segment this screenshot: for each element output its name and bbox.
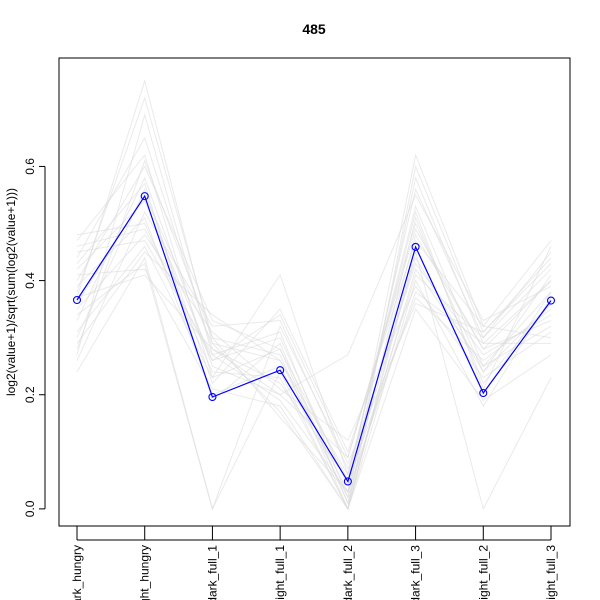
background-series-line [76, 187, 552, 454]
background-series-line [76, 159, 552, 493]
highlight-data-point [411, 242, 420, 251]
y-tick-label: 0.4 [23, 272, 37, 289]
background-series-line [76, 96, 552, 511]
background-series-line [76, 222, 552, 459]
y-axis-label: log2(value+1)/sqrt(sum(log2(value+1))) [4, 188, 18, 396]
y-tick-label: 0.0 [23, 500, 37, 517]
chart-title: 485 [302, 21, 326, 37]
highlight-data-point [208, 392, 217, 402]
background-series-line [76, 210, 552, 476]
plot-frame [58, 57, 571, 527]
background-series-line [76, 234, 552, 442]
x-tick-label: dark_full_3 [409, 545, 423, 600]
highlight-data-point [72, 295, 82, 305]
background-series-line [76, 78, 552, 494]
highlight-series-line [76, 194, 552, 483]
y-axis: 0.0 0.2 0.4 0.6 [23, 158, 46, 517]
x-tick-label: ght_hungry [138, 545, 152, 600]
y-tick-label: 0.6 [23, 158, 37, 175]
x-tick-label: light_full_3 [544, 545, 558, 600]
x-axis: ark_hungry ght_hungry dark_full_1 light_ful… [70, 526, 558, 600]
background-series-line [76, 262, 552, 511]
x-tick-label: dark_full_2 [341, 545, 355, 600]
background-series-line [76, 136, 552, 482]
background-series-line [76, 240, 551, 493]
x-tick-label: light_full_2 [476, 545, 490, 600]
highlight-data-point [140, 192, 149, 201]
y-tick-label: 0.2 [23, 386, 37, 403]
background-series-group [76, 78, 552, 511]
highlight-data-point [343, 477, 352, 486]
x-tick-label: light_full_1 [273, 545, 287, 600]
highlight-data-point [479, 388, 488, 398]
background-series-line [76, 199, 552, 488]
background-series-line [76, 268, 552, 511]
background-series-line [76, 182, 552, 505]
highlight-series-group [72, 192, 556, 486]
background-series-line [76, 250, 552, 511]
x-tick-label: ark_hungry [70, 545, 84, 600]
x-tick-label: dark_full_1 [205, 545, 219, 600]
background-series-line [76, 193, 552, 511]
background-series-line [76, 193, 552, 396]
highlight-data-point [276, 366, 285, 375]
highlight-data-point [546, 296, 556, 305]
